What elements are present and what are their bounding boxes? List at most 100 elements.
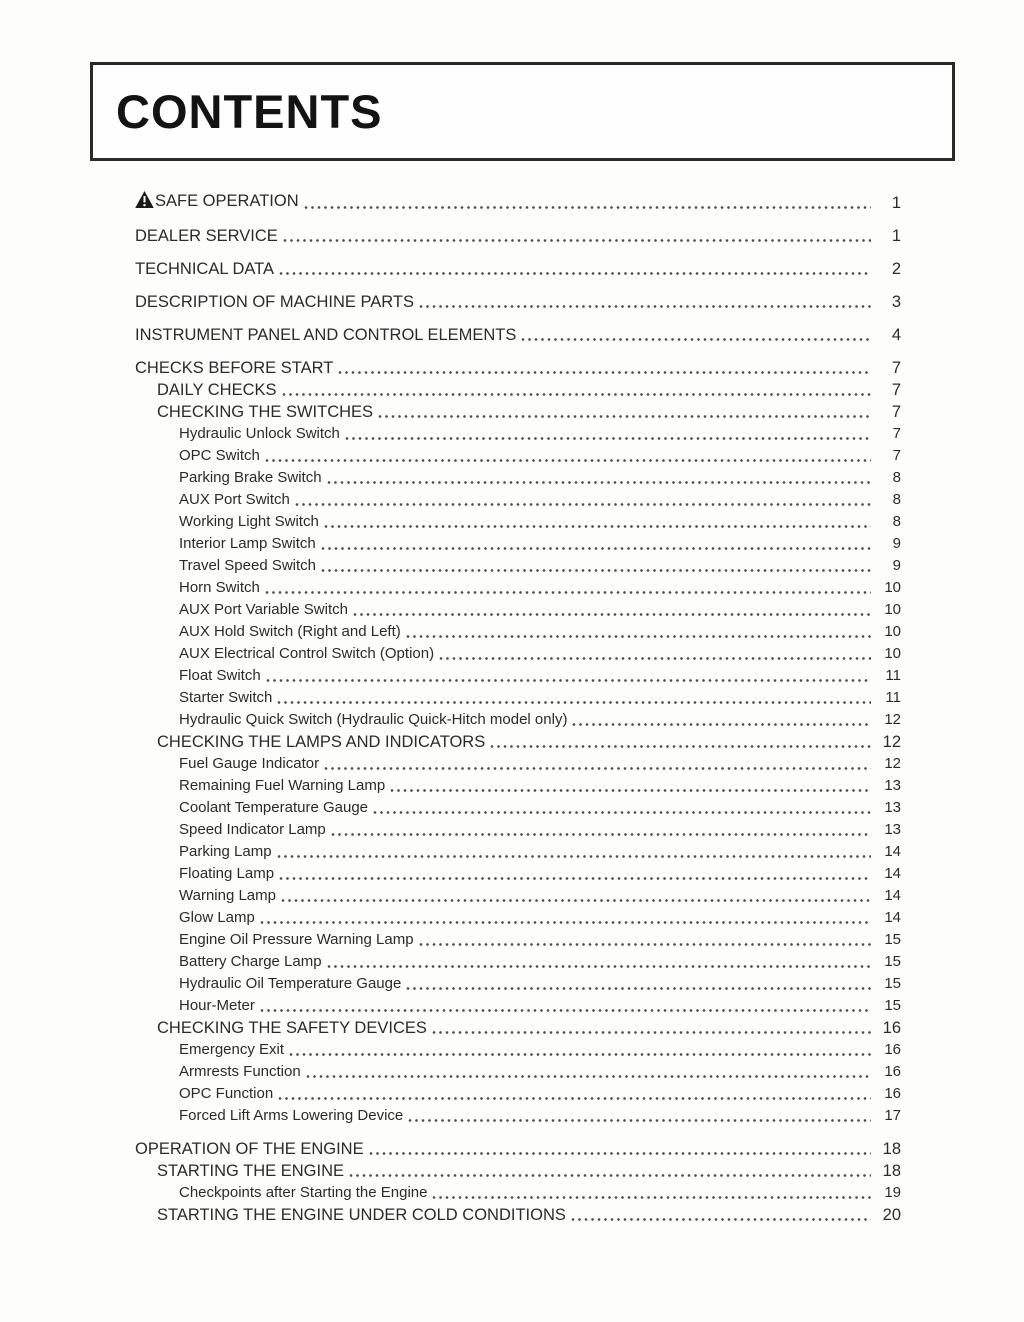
toc-entry-page: 12	[884, 755, 901, 772]
toc-entry-label-text: Coolant Temperature Gauge	[179, 799, 369, 816]
toc-entry-row: AUX Hold Switch (Right and Left) 10	[135, 621, 901, 643]
toc-entry-page: 4	[891, 326, 901, 344]
dotted-leader	[390, 788, 871, 793]
toc-entry-label: Travel Speed Switch	[179, 555, 316, 577]
toc-entry-label-text: Checkpoints after Starting the Engine	[179, 1184, 428, 1201]
dotted-leader	[281, 392, 871, 397]
toc-entry-row: Armrests Function 16	[135, 1061, 901, 1083]
toc-entry-label: Hour-Meter	[179, 995, 255, 1017]
dotted-leader	[521, 337, 871, 342]
toc-entry-label: OPC Function	[179, 1083, 273, 1105]
toc-entry-label-text: SAFE OPERATION	[155, 192, 299, 210]
toc-entry-row: Speed Indicator Lamp 13	[135, 819, 901, 841]
toc-entry-page: 1	[891, 194, 901, 212]
dotted-leader	[408, 1118, 871, 1123]
toc-entry-page: 11	[885, 667, 901, 684]
toc-entry-page: 3	[891, 293, 901, 311]
toc-entry-label: Warning Lamp	[179, 885, 276, 907]
toc-entry-label-text: Float Switch	[179, 667, 261, 684]
toc-entry-page: 7	[891, 359, 901, 377]
toc-entry-label-text: DEALER SERVICE	[135, 227, 278, 245]
toc-entry-label-text: CHECKS BEFORE START	[135, 359, 334, 377]
dotted-leader	[281, 898, 871, 903]
dotted-leader	[405, 634, 871, 639]
toc-entry-page: 10	[884, 645, 901, 662]
dotted-leader	[326, 480, 871, 485]
toc-entry-row: STARTING THE ENGINE UNDER COLD CONDITION…	[135, 1204, 901, 1226]
toc-entry-label-text: OPERATION OF THE ENGINE	[135, 1140, 364, 1158]
dotted-leader	[276, 854, 871, 859]
toc-entry-page: 16	[884, 1085, 901, 1102]
toc-entry-label: Remaining Fuel Warning Lamp	[179, 775, 385, 797]
dotted-leader	[352, 612, 871, 617]
toc-entry-label: Engine Oil Pressure Warning Lamp	[179, 929, 414, 951]
toc-entry-label: Emergency Exit	[179, 1039, 284, 1061]
toc-entry-row: DEALER SERVICE 1	[135, 225, 901, 247]
toc-entry-label-text: STARTING THE ENGINE	[157, 1162, 345, 1180]
toc-entry-label: OPC Switch	[179, 445, 260, 467]
dotted-leader	[368, 1151, 871, 1156]
toc-list: SAFE OPERATION 1 DEALER SERVICE 1 TECHNI…	[135, 179, 901, 1226]
dotted-leader	[323, 524, 871, 529]
toc-entry-row: Parking Lamp 14	[135, 841, 901, 863]
toc-entry-label: Hydraulic Oil Temperature Gauge	[179, 973, 401, 995]
toc-entry-row: Checkpoints after Starting the Engine 19	[135, 1182, 901, 1204]
toc-entry-label: CHECKING THE SWITCHES	[157, 401, 373, 423]
dotted-leader	[570, 1217, 871, 1222]
toc-entry-row: Coolant Temperature Gauge 13	[135, 797, 901, 819]
dotted-leader	[279, 271, 871, 276]
toc-entry-page: 20	[882, 1206, 901, 1224]
dotted-leader	[265, 678, 871, 683]
dotted-leader	[326, 964, 871, 969]
dotted-leader	[490, 744, 871, 749]
toc-entry-page: 16	[884, 1063, 901, 1080]
toc-entry-label: DEALER SERVICE	[135, 225, 278, 247]
toc-entry-label: AUX Hold Switch (Right and Left)	[179, 621, 401, 643]
toc-entry-label: Fuel Gauge Indicator	[179, 753, 319, 775]
toc-entry-page: 11	[885, 689, 901, 706]
toc-entry-label: DAILY CHECKS	[157, 379, 277, 401]
toc-entry-label-text: OPC Function	[179, 1085, 274, 1102]
toc-entry-page: 17	[884, 1107, 901, 1124]
toc-entry-label: Parking Brake Switch	[179, 467, 322, 489]
dotted-leader	[277, 700, 871, 705]
toc-entry-row: Emergency Exit 16	[135, 1039, 901, 1061]
dotted-leader	[324, 766, 871, 771]
toc-entry-label-text: CHECKING THE SAFETY DEVICES	[157, 1019, 427, 1037]
dotted-leader	[432, 1195, 871, 1200]
toc-entry-label-text: Emergency Exit	[179, 1041, 285, 1058]
toc-entry-row: AUX Electrical Control Switch (Option) 1…	[135, 643, 901, 665]
toc-entry-page: 10	[884, 601, 901, 618]
toc-entry-row: TECHNICAL DATA 2	[135, 258, 901, 280]
toc-entry-page: 14	[884, 909, 901, 926]
dotted-leader	[278, 1096, 871, 1101]
dotted-leader	[373, 810, 871, 815]
warning-triangle-icon	[135, 191, 154, 214]
toc-entry-label-text: AUX Port Variable Switch	[179, 601, 348, 618]
toc-entry-label: Coolant Temperature Gauge	[179, 797, 368, 819]
toc-entry-row: INSTRUMENT PANEL AND CONTROL ELEMENTS 4	[135, 324, 901, 346]
page-title: CONTENTS	[116, 85, 383, 138]
toc-entry-row: Parking Brake Switch 8	[135, 467, 901, 489]
toc-entry-page: 8	[892, 469, 901, 486]
toc-entry-label-text: Warning Lamp	[179, 887, 276, 904]
toc-entry-page: 15	[884, 953, 901, 970]
dotted-leader	[264, 590, 871, 595]
toc-entry-page: 19	[884, 1184, 901, 1201]
dotted-leader	[406, 986, 871, 991]
toc-entry-row: Engine Oil Pressure Warning Lamp 15	[135, 929, 901, 951]
toc-entry-row: OPC Switch 7	[135, 445, 901, 467]
toc-entry-label: Floating Lamp	[179, 863, 274, 885]
toc-entry-label: AUX Electrical Control Switch (Option)	[179, 643, 434, 665]
dotted-leader	[418, 942, 871, 947]
dotted-leader	[439, 656, 871, 661]
toc-entry-page: 14	[884, 887, 901, 904]
dotted-leader	[303, 205, 871, 210]
toc-entry-label-text: CHECKING THE LAMPS AND INDICATORS	[157, 733, 486, 751]
dotted-leader	[259, 920, 871, 925]
toc-entry-label-text: AUX Electrical Control Switch (Option)	[179, 645, 435, 662]
toc-entry-row: STARTING THE ENGINE 18	[135, 1160, 901, 1182]
toc-entry-label: Interior Lamp Switch	[179, 533, 316, 555]
toc-entry-label: Forced Lift Arms Lowering Device	[179, 1105, 403, 1127]
